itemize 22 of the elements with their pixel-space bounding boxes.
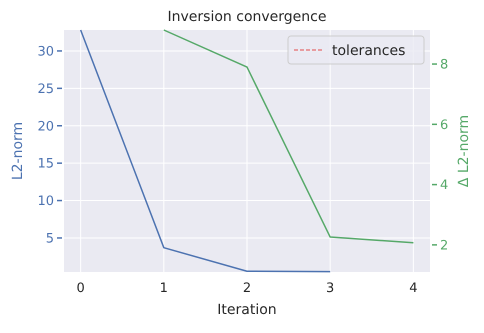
- y-tick-label: 20: [37, 119, 54, 134]
- x-tick-label: 2: [242, 281, 252, 296]
- x-tick-label: 3: [326, 281, 334, 296]
- line-series: [163, 29, 414, 244]
- y-tick-label: 10: [37, 194, 54, 210]
- chart-title: Inversion convergence: [168, 9, 326, 25]
- y2-axis-title: Δ L2-norm: [456, 114, 472, 188]
- y2-tick-label: 2: [440, 238, 448, 254]
- y-tick-label: 25: [37, 82, 54, 97]
- x-axis-title: Iteration: [217, 302, 277, 318]
- y2-tick-label: 4: [440, 178, 448, 194]
- y-axis-title: L2-norm: [10, 122, 26, 180]
- y2-tick-label: 6: [440, 118, 448, 133]
- legend-label: tolerances: [332, 42, 406, 59]
- y-tick-label: 15: [37, 156, 54, 172]
- x-tick-label: 0: [76, 281, 85, 296]
- y-tick-label: 5: [46, 232, 54, 247]
- y2-tick-label: 8: [440, 58, 448, 73]
- y-tick-label: 30: [37, 44, 54, 60]
- x-tick-label: 1: [160, 281, 168, 296]
- x-tick-label: 4: [409, 281, 418, 296]
- line-series: [80, 29, 331, 272]
